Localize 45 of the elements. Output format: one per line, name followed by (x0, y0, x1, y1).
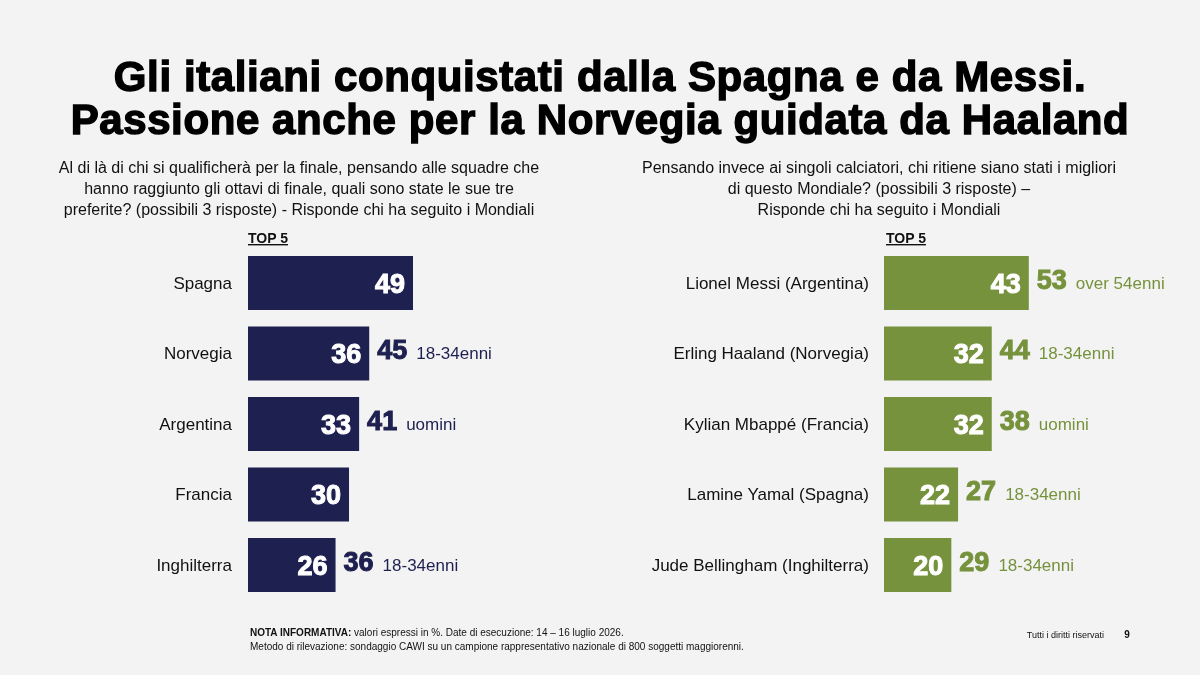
y-tick-label: Spagna (173, 273, 233, 293)
data-label: 36 (331, 339, 362, 370)
bar (884, 397, 992, 451)
bar (248, 326, 370, 381)
bar (884, 256, 1029, 310)
y-tick-label: Lamine Yamal (Spagna) (687, 485, 869, 505)
annotation: 41 uomini (367, 405, 457, 436)
annotation: 44 18-34enni (999, 335, 1115, 366)
data-label: 43 (990, 268, 1021, 299)
text: Tutti i diritti riservati (1026, 630, 1104, 640)
text: 9 (1124, 629, 1131, 640)
data-label: 22 (920, 480, 951, 511)
y-tick-label: Francia (175, 485, 233, 505)
bar (248, 256, 413, 310)
annotation: 36 18-34enni (343, 546, 459, 577)
data-label: 49 (374, 268, 405, 299)
annotation: 38 uomini (999, 405, 1089, 436)
data-label: 30 (310, 480, 342, 511)
y-tick-label: Argentina (159, 414, 233, 434)
chart-subtitle: Pensando invece ai singoli calciatori, chi ritiene siano stati i migliori di questo Mondiale? (possibili 3 risposte) – Risponde chi ha seguito i Mondiali (641, 159, 1117, 218)
data-label: 32 (953, 409, 984, 440)
chart-subtitle: Al di là di chi si qualificherà per la finale, pensando alle squadre che hanno raggiunto gli ottavi di finale, quali sono state le sue tre preferite? (possibili 3 risposte) - Risponde chi ha seguito i Mondiali (58, 159, 540, 218)
bar (248, 538, 336, 592)
text: TOP 5 (886, 230, 927, 246)
annotation: 29 18-34enni (959, 546, 1075, 577)
annotation: 45 18-34enni (377, 335, 492, 366)
data-label: 26 (297, 550, 328, 581)
annotation: 27 18-34enni (966, 476, 1081, 507)
text: TOP 5 (248, 230, 289, 246)
bar (248, 467, 350, 522)
text: NOTA INFORMATIVA: valori espressi in %. Date di esecuzione: 14 – 16 luglio 2026. (250, 627, 624, 638)
text: Metodo di rilevazione: sondaggio CAWI su un campione rappresentativo nazionale di 800 soggetti maggiorenni. (250, 641, 744, 652)
text: Gli italiani conquistati dalla Spagna e da Messi. Passione anche per la Norvegia guidata da Haaland (70, 53, 1130, 143)
data-label: 20 (913, 550, 944, 581)
bar (884, 326, 992, 381)
y-tick-label: Kylian Mbappé (Francia) (683, 414, 869, 434)
data-label: 32 (953, 339, 984, 370)
y-tick-label: Norvegia (163, 344, 233, 364)
y-tick-label: Erling Haaland (Norvegia) (673, 344, 869, 364)
y-tick-label: Inghilterra (156, 555, 233, 575)
data-label: 33 (321, 409, 352, 440)
y-tick-label: Lionel Messi (Argentina) (685, 273, 869, 293)
annotation: 53 over 54enni (1036, 264, 1165, 295)
bar (248, 397, 360, 451)
y-tick-label: Jude Bellingham (Inghilterra) (651, 555, 869, 575)
